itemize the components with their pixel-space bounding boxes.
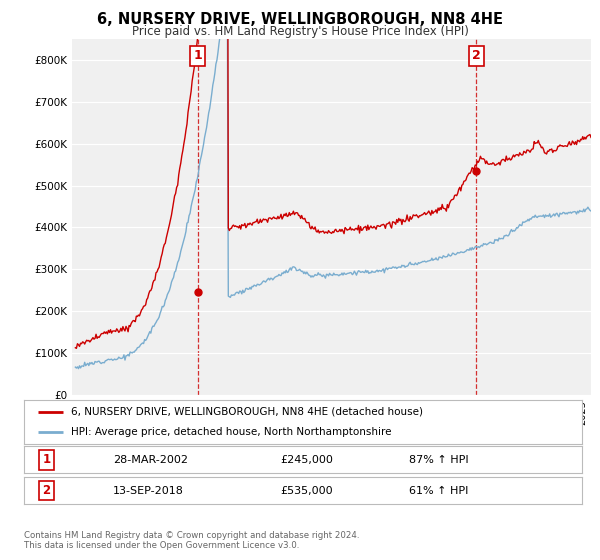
Text: 87% ↑ HPI: 87% ↑ HPI <box>409 455 469 465</box>
Text: HPI: Average price, detached house, North Northamptonshire: HPI: Average price, detached house, Nort… <box>71 427 392 437</box>
Text: 6, NURSERY DRIVE, WELLINGBOROUGH, NN8 4HE: 6, NURSERY DRIVE, WELLINGBOROUGH, NN8 4H… <box>97 12 503 27</box>
Text: £535,000: £535,000 <box>281 486 334 496</box>
Text: 2: 2 <box>472 49 481 62</box>
Text: £245,000: £245,000 <box>281 455 334 465</box>
Text: 1: 1 <box>42 453 50 466</box>
Text: 6, NURSERY DRIVE, WELLINGBOROUGH, NN8 4HE (detached house): 6, NURSERY DRIVE, WELLINGBOROUGH, NN8 4H… <box>71 407 424 417</box>
Text: 28-MAR-2002: 28-MAR-2002 <box>113 455 188 465</box>
Text: 1: 1 <box>193 49 202 62</box>
Text: Price paid vs. HM Land Registry's House Price Index (HPI): Price paid vs. HM Land Registry's House … <box>131 25 469 38</box>
Text: 61% ↑ HPI: 61% ↑ HPI <box>409 486 469 496</box>
Text: 13-SEP-2018: 13-SEP-2018 <box>113 486 184 496</box>
Text: 2: 2 <box>42 484 50 497</box>
Text: Contains HM Land Registry data © Crown copyright and database right 2024.
This d: Contains HM Land Registry data © Crown c… <box>24 531 359 550</box>
